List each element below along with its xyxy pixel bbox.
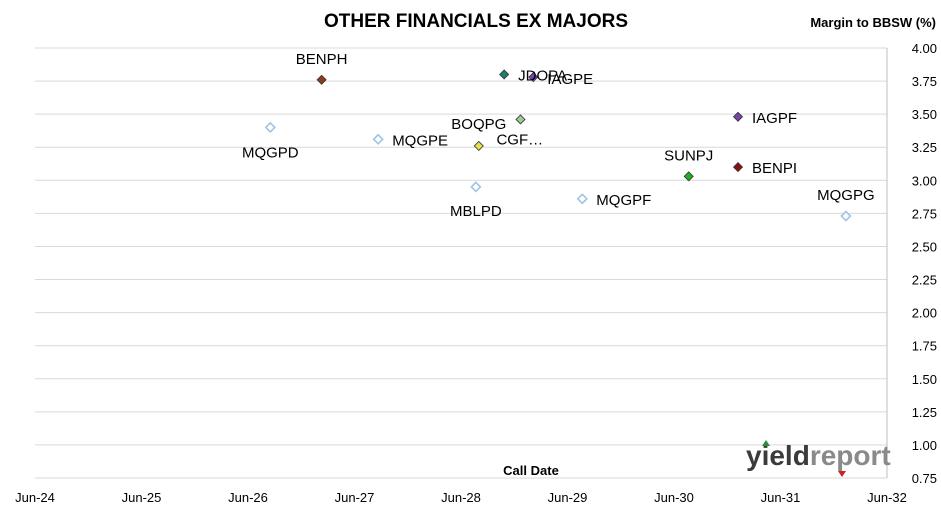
data-point-mqgpf [576, 193, 588, 205]
y-tick-label: 1.50 [912, 372, 937, 387]
logo-text-report: report [810, 440, 891, 471]
y-tick-label: 0.75 [912, 471, 937, 486]
y-axis-title: Margin to BBSW (%) [810, 15, 936, 30]
y-tick-label: 2.75 [912, 206, 937, 221]
logo-down-arrow-icon [838, 471, 846, 477]
x-tick-label: Jun-32 [867, 490, 907, 505]
x-axis-title: Call Date [503, 463, 559, 478]
data-point-sunpj [683, 171, 694, 182]
y-tick-label: 3.00 [912, 173, 937, 188]
x-tick-label: Jun-29 [548, 490, 588, 505]
y-tick-label: 3.50 [912, 107, 937, 122]
x-tick-label: Jun-27 [335, 490, 375, 505]
yieldreport-logo: yieldreport [746, 440, 891, 477]
point-label: JDOPA [518, 67, 567, 84]
data-point-mqgpe [372, 133, 384, 145]
point-label: MQGPD [242, 144, 299, 161]
point-label: CGF… [496, 131, 543, 148]
x-tick-label: Jun-25 [122, 490, 162, 505]
grid-layer [35, 47, 887, 479]
y-tick-label: 1.00 [912, 438, 937, 453]
data-point-mqgpg [840, 210, 852, 222]
y-tick-label: 2.50 [912, 239, 937, 254]
data-point-iagpe [528, 72, 539, 83]
y-tick-label: 4.00 [912, 41, 937, 56]
x-tick-label: Jun-26 [228, 490, 268, 505]
point-label: MQGPG [817, 187, 875, 204]
data-point-iagpf [732, 111, 744, 122]
x-tick-label: Jun-28 [441, 490, 481, 505]
x-tick-label: Jun-24 [15, 490, 55, 505]
y-tick-label: 2.00 [912, 306, 937, 321]
point-label: IAGPF [752, 110, 797, 127]
y-tick-label: 1.75 [912, 339, 937, 354]
point-label: BENPH [296, 51, 348, 68]
data-points [264, 69, 852, 222]
point-label: MQGPF [596, 192, 651, 209]
chart-title: OTHER FINANCIALS EX MAJORS [324, 11, 628, 32]
point-label: IAGPE [547, 71, 593, 88]
data-point-cgf [515, 114, 526, 125]
y-tick-label: 2.25 [912, 273, 937, 288]
x-tick-labels: Jun-24 Jun-25 Jun-26 Jun-27 Jun-28 Jun-29 Jun-… [15, 490, 907, 505]
x-tick-label: Jun-30 [654, 490, 694, 505]
data-point-boqpg [473, 140, 484, 151]
point-label: BOQPG [451, 116, 506, 133]
y-tick-label: 1.25 [912, 405, 937, 420]
logo-text-yield: yield [746, 440, 810, 471]
y-tick-label: 3.25 [912, 140, 937, 155]
data-point-jdopa [499, 69, 510, 80]
x-tick-label: Jun-31 [761, 490, 801, 505]
y-tick-label: 3.75 [912, 74, 937, 89]
y-tick-labels: 0.75 1.00 1.25 1.50 1.75 2.00 2.25 2.50 2.75 3.00… [912, 41, 937, 486]
point-label: MQGPE [392, 132, 448, 149]
point-label: SUNPJ [664, 147, 713, 164]
data-point-mblpd [470, 181, 482, 193]
data-point-benpi [732, 162, 744, 173]
point-label: MBLPD [450, 203, 502, 220]
logo-up-arrow-icon [762, 440, 770, 446]
point-label: BENPI [752, 160, 797, 177]
data-point-mqgpd [264, 121, 276, 134]
svg-text:yieldreport: yieldreport [746, 440, 891, 471]
data-point-benph [316, 74, 327, 85]
